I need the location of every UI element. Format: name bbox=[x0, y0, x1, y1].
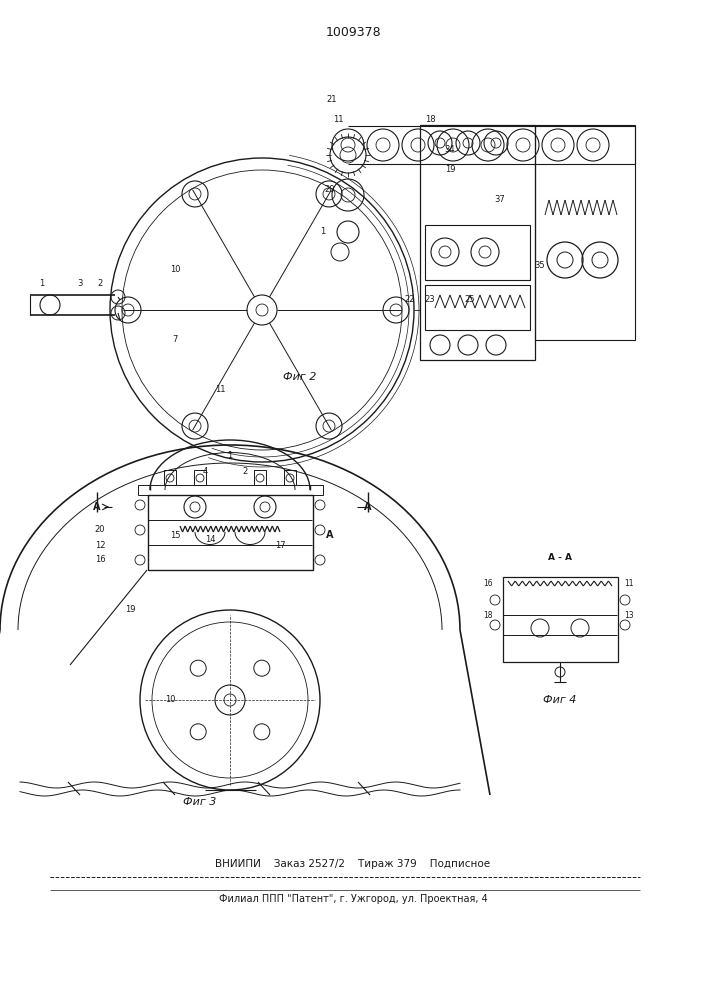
Text: Фиг 4: Фиг 4 bbox=[543, 695, 577, 705]
Bar bbox=[420, 125, 535, 360]
Text: 16: 16 bbox=[95, 556, 105, 564]
Text: 12: 12 bbox=[95, 540, 105, 550]
Text: 3: 3 bbox=[77, 278, 83, 288]
Bar bbox=[164, 470, 176, 485]
Text: А - А: А - А bbox=[548, 554, 572, 562]
Bar bbox=[254, 470, 266, 485]
Text: 7: 7 bbox=[173, 336, 177, 344]
Text: 34: 34 bbox=[445, 145, 455, 154]
Text: 20: 20 bbox=[95, 526, 105, 534]
Text: 10: 10 bbox=[165, 696, 175, 704]
Text: 21: 21 bbox=[327, 96, 337, 104]
Bar bbox=[138, 485, 323, 495]
Text: 11: 11 bbox=[333, 114, 344, 123]
Text: Филиал ППП "Патент", г. Ужгород, ул. Проектная, 4: Филиал ППП "Патент", г. Ужгород, ул. Про… bbox=[218, 894, 487, 904]
Bar bbox=[503, 577, 618, 662]
Bar bbox=[194, 470, 206, 485]
Text: 1: 1 bbox=[40, 278, 45, 288]
Text: 35: 35 bbox=[534, 260, 545, 269]
Text: 1: 1 bbox=[228, 450, 233, 460]
Text: ВНИИПИ    Заказ 2527/2    Тираж 379    Подписное: ВНИИПИ Заказ 2527/2 Тираж 379 Подписное bbox=[216, 859, 491, 869]
Text: 19: 19 bbox=[124, 605, 135, 614]
Text: 23: 23 bbox=[425, 296, 436, 304]
Text: 18: 18 bbox=[425, 115, 436, 124]
Bar bbox=[148, 495, 313, 570]
Text: 1009378: 1009378 bbox=[325, 25, 381, 38]
Text: 10: 10 bbox=[170, 265, 180, 274]
Text: 16: 16 bbox=[483, 578, 493, 587]
Text: 18: 18 bbox=[484, 610, 493, 619]
Text: 4: 4 bbox=[202, 468, 208, 477]
Text: 22: 22 bbox=[404, 296, 415, 304]
Bar bbox=[425, 285, 530, 330]
Text: Фиг 3: Фиг 3 bbox=[183, 797, 216, 807]
Text: 11: 11 bbox=[215, 385, 226, 394]
Bar bbox=[284, 470, 296, 485]
Text: 14: 14 bbox=[205, 536, 215, 544]
Text: 15: 15 bbox=[170, 530, 180, 540]
Text: 11: 11 bbox=[624, 578, 633, 587]
Text: A: A bbox=[326, 530, 334, 540]
Text: 37: 37 bbox=[495, 196, 506, 205]
Text: 20: 20 bbox=[325, 186, 335, 194]
Text: 1: 1 bbox=[320, 228, 326, 236]
Text: 13: 13 bbox=[624, 610, 633, 619]
Text: A: A bbox=[364, 502, 372, 512]
Text: 25: 25 bbox=[464, 296, 475, 304]
Text: A: A bbox=[93, 502, 101, 512]
Text: 2: 2 bbox=[98, 278, 103, 288]
Text: Фиг 2: Фиг 2 bbox=[284, 372, 317, 382]
Text: 17: 17 bbox=[275, 540, 286, 550]
Text: 2: 2 bbox=[243, 468, 247, 477]
Text: 19: 19 bbox=[445, 165, 455, 174]
Bar bbox=[535, 125, 635, 340]
Bar bbox=[425, 225, 530, 280]
